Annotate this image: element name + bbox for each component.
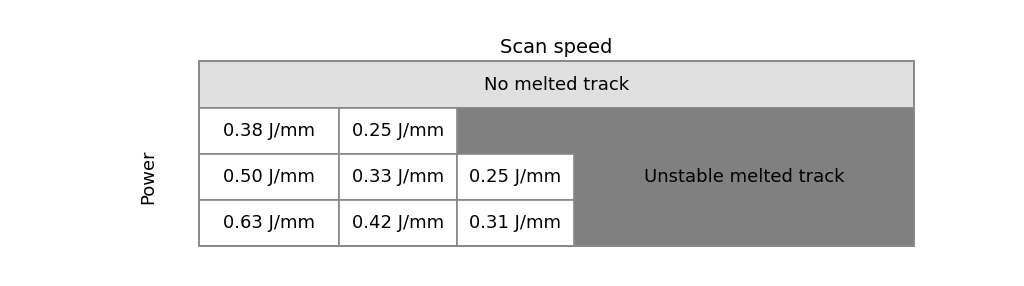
Bar [200,61,913,108]
Bar [457,200,574,246]
Bar [457,108,913,246]
Text: 0.50 J/mm: 0.50 J/mm [223,168,315,186]
Text: 0.38 J/mm: 0.38 J/mm [223,122,315,140]
Text: No melted track: No melted track [484,76,629,94]
Text: Unstable melted track: Unstable melted track [644,168,844,186]
Text: 0.25 J/mm: 0.25 J/mm [351,122,443,140]
Bar [200,200,339,246]
Bar [200,61,913,246]
Text: Scan speed: Scan speed [501,38,612,57]
Text: Power: Power [139,150,157,204]
Bar [339,108,457,154]
Bar [339,200,457,246]
Text: 0.33 J/mm: 0.33 J/mm [351,168,443,186]
Bar [339,154,457,200]
Bar [457,154,574,200]
Bar [200,108,339,154]
Text: 0.31 J/mm: 0.31 J/mm [469,214,561,232]
Text: 0.63 J/mm: 0.63 J/mm [223,214,315,232]
Text: 0.42 J/mm: 0.42 J/mm [351,214,443,232]
Bar [200,154,339,200]
Text: 0.25 J/mm: 0.25 J/mm [469,168,561,186]
